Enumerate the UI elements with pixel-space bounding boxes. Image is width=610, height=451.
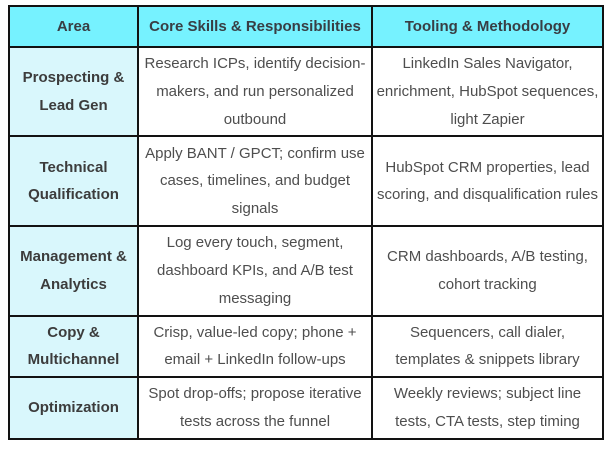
table-body: Prospecting & Lead Gen Research ICPs, id… — [8, 45, 604, 440]
skills-cell: Spot drop-offs; propose iterative tests … — [137, 376, 373, 440]
area-label: Optimization — [8, 376, 139, 440]
area-label: Management & Analytics — [8, 225, 139, 317]
skills-cell: Apply BANT / GPCT; confirm use cases, ti… — [137, 135, 373, 228]
table-row-copy: Copy & Multichannel Crisp, value-led cop… — [8, 314, 604, 378]
skills-cell: Research ICPs, identify decision-makers,… — [137, 45, 373, 138]
skills-table: Area Core Skills & Responsibilities Tool… — [8, 5, 604, 440]
header-cell-area: Area — [8, 5, 139, 48]
header-cell-tooling: Tooling & Methodology — [371, 5, 604, 48]
table-row-technical: Technical Qualification Apply BANT / GPC… — [8, 135, 604, 228]
table-row-prospecting: Prospecting & Lead Gen Research ICPs, id… — [8, 45, 604, 138]
table-row-management: Management & Analytics Log every touch, … — [8, 225, 604, 317]
table-container: Area Core Skills & Responsibilities Tool… — [8, 5, 604, 440]
header-cell-skills: Core Skills & Responsibilities — [137, 5, 373, 48]
tooling-cell: LinkedIn Sales Navigator, enrichment, Hu… — [371, 45, 604, 138]
table-row-optimization: Optimization Spot drop-offs; propose ite… — [8, 376, 604, 440]
tooling-cell: CRM dashboards, A/B testing, cohort trac… — [371, 225, 604, 317]
tooling-cell: HubSpot CRM properties, lead scoring, an… — [371, 135, 604, 228]
tooling-cell: Weekly reviews; subject line tests, CTA … — [371, 376, 604, 440]
area-label: Prospecting & Lead Gen — [8, 45, 139, 138]
skills-cell: Crisp, value-led copy; phone + email + L… — [137, 314, 373, 378]
skills-cell: Log every touch, segment, dashboard KPIs… — [137, 225, 373, 317]
table-header: Area Core Skills & Responsibilities Tool… — [8, 5, 604, 48]
header-row: Area Core Skills & Responsibilities Tool… — [8, 5, 604, 48]
area-label: Technical Qualification — [8, 135, 139, 228]
area-label: Copy & Multichannel — [8, 314, 139, 378]
tooling-cell: Sequencers, call dialer, templates & sni… — [371, 314, 604, 378]
